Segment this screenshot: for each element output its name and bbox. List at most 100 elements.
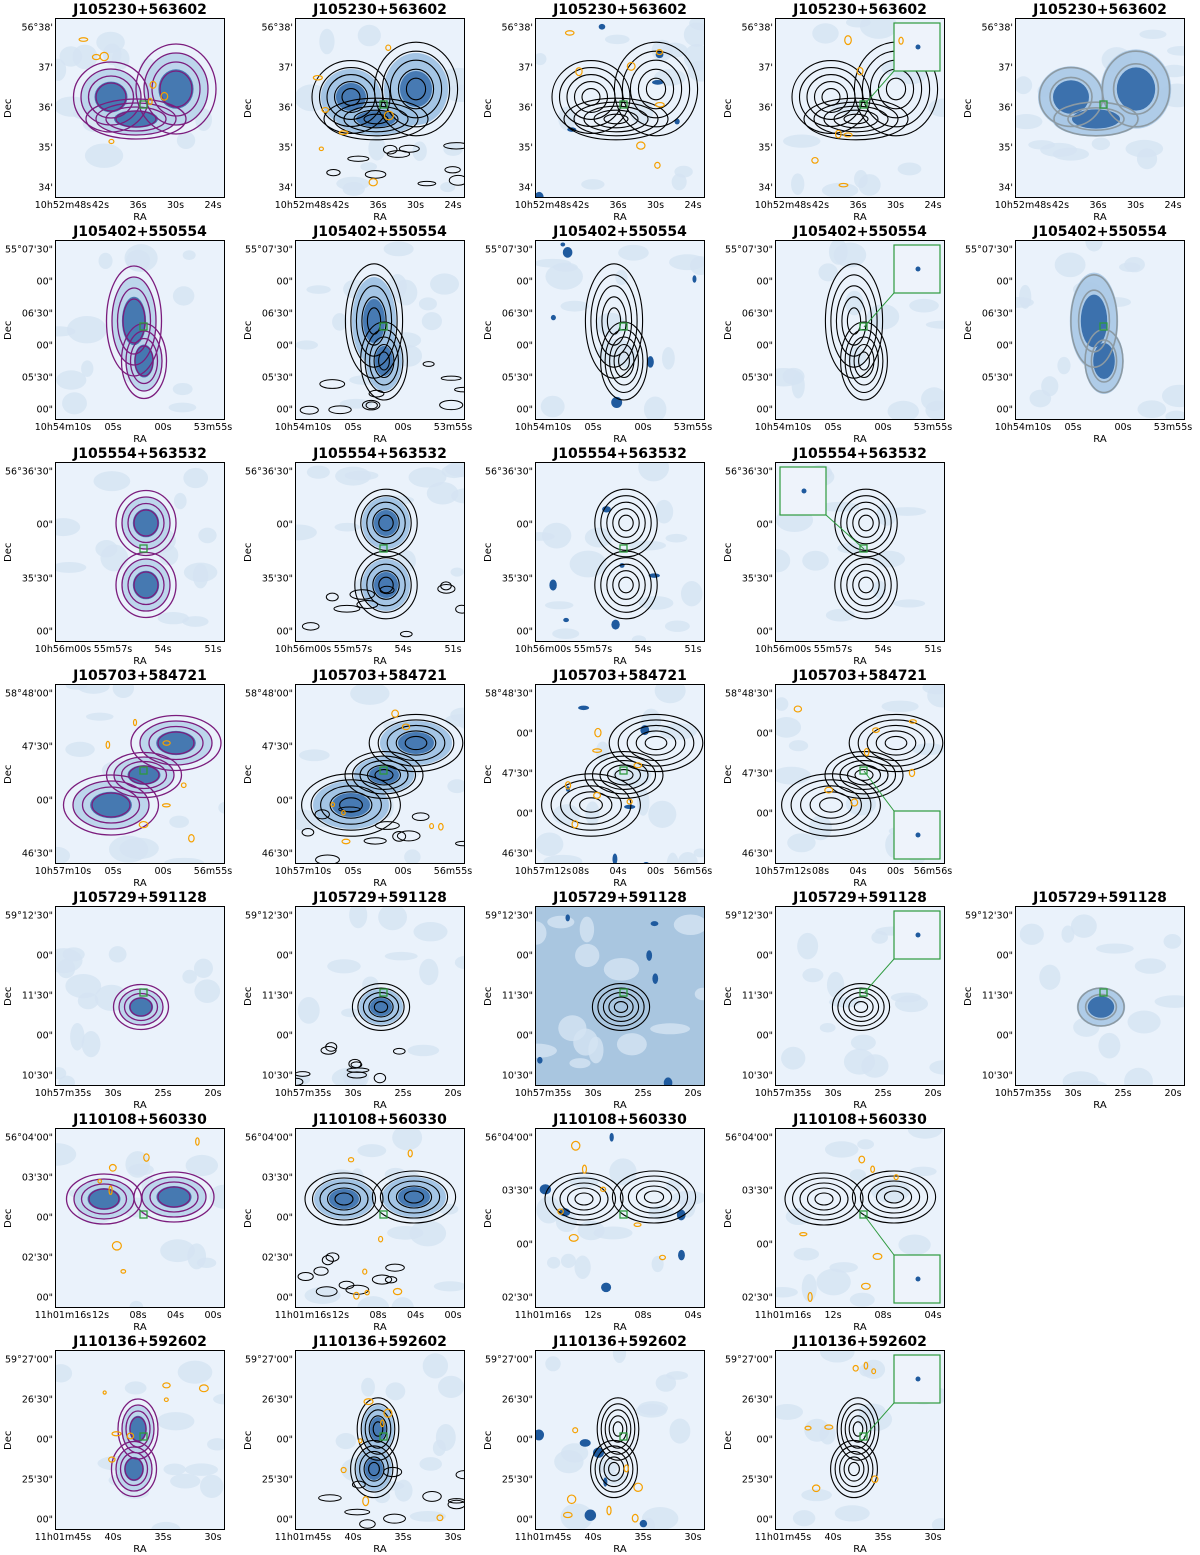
optical-source: [612, 853, 618, 863]
black-contour: [613, 1001, 629, 1013]
noise-patch: [65, 741, 95, 757]
orange-contour: [568, 1233, 579, 1242]
x-tick-label: 10h57m10s: [34, 866, 92, 877]
noise-patch: [820, 501, 860, 512]
cutout-panel: [775, 1128, 945, 1308]
noise-patch: [343, 1064, 369, 1085]
x-tick-label: 10h56m00s: [274, 644, 332, 655]
y-axis-label: Dec: [483, 1430, 494, 1450]
emission-peak: [369, 766, 399, 784]
cutout-panel: [295, 906, 465, 1086]
purple-contour: [87, 75, 135, 119]
noise-contour: [383, 1466, 403, 1478]
x-tick-label: 30s: [646, 200, 665, 211]
cutout-panel: [55, 18, 225, 198]
x-tick-label: 12s: [331, 1310, 350, 1321]
noise-patch: [56, 1067, 67, 1080]
noise-patch: [108, 835, 149, 863]
noise-contour: [455, 1470, 464, 1480]
noise-patch: [85, 712, 114, 721]
black-contour: [854, 769, 874, 781]
y-tick-label: 55°07'30": [245, 244, 293, 256]
orange-contour: [566, 1494, 577, 1505]
noise-patch: [129, 1300, 144, 1307]
orange-contour: [341, 810, 346, 816]
noise-patch: [671, 173, 687, 191]
noise-patch: [56, 518, 81, 537]
y-tick-label: 55°07'30": [5, 244, 53, 256]
x-tick-label: 10h56m00s: [754, 644, 812, 655]
x-tick-label: 35s: [874, 1532, 892, 1543]
orange-contour: [570, 1140, 581, 1151]
noise-patch: [1098, 1032, 1121, 1059]
noise-patch: [846, 347, 867, 368]
black-contour: [395, 730, 437, 756]
cutout-panel: [295, 18, 465, 198]
cutout-panel: [775, 462, 945, 642]
noise-patch: [81, 1030, 101, 1058]
orange-contour: [572, 1427, 579, 1434]
noise-patch: [870, 1178, 911, 1203]
black-contour: [373, 41, 459, 137]
y-tick-label: 00": [996, 1030, 1013, 1042]
noise-patch: [447, 779, 464, 794]
panel-title: J105230+563602: [73, 2, 207, 18]
noise-patch: [536, 258, 572, 268]
black-contour: [372, 508, 400, 538]
cutout-panel: [295, 684, 465, 864]
x-tick-label: 00s: [154, 422, 172, 433]
y-tick-label: 00": [996, 276, 1013, 288]
orange-contour: [401, 723, 411, 731]
noise-patch: [378, 907, 407, 931]
noise-patch: [1016, 296, 1034, 308]
x-axis-label: RA: [373, 878, 387, 889]
noise-patch: [177, 1360, 213, 1384]
purple-contour: [88, 1188, 120, 1210]
noise-contour: [364, 170, 387, 179]
noise-patch: [388, 274, 407, 299]
grey-contour: [1070, 273, 1118, 369]
orange-contour: [318, 146, 324, 152]
cutout-panel: [535, 462, 705, 642]
orange-contour: [898, 36, 904, 45]
noise-patch: [194, 979, 221, 1004]
cutout-panel: [295, 1350, 465, 1530]
noise-patch: [342, 181, 365, 196]
y-tick-label: 59°27'00": [485, 1354, 533, 1366]
black-contour: [366, 501, 406, 545]
x-tick-label: 55m57s: [93, 644, 133, 655]
noise-contour: [368, 389, 385, 398]
noise-patch: [419, 958, 439, 986]
x-tick-label: 30s: [344, 1088, 362, 1099]
x-tick-label: 30s: [406, 200, 425, 211]
black-contour: [319, 1182, 369, 1216]
noise-patch: [335, 1433, 357, 1450]
noise-patch: [185, 1154, 219, 1177]
purple-contour: [112, 983, 170, 1031]
x-tick-label: 08s: [369, 1310, 387, 1321]
y-axis-label: Dec: [723, 986, 734, 1006]
black-contour: [834, 1445, 874, 1493]
panel-title: J110108+560330: [553, 1112, 687, 1128]
black-contour: [350, 274, 398, 368]
noise-patch: [618, 244, 649, 261]
noise-patch: [776, 1287, 798, 1298]
orange-contour: [429, 822, 435, 830]
black-contour: [600, 1403, 636, 1455]
y-tick-label: 02'30": [261, 1252, 293, 1264]
optical-source: [602, 506, 611, 513]
orange-contour: [143, 1153, 150, 1162]
x-tick-label: 25s: [394, 1088, 412, 1099]
black-contour: [372, 1421, 384, 1437]
x-tick-label: 04s: [849, 866, 867, 877]
noise-patch: [536, 921, 547, 945]
noise-patch: [1137, 400, 1167, 419]
cutout-panel: [295, 1128, 465, 1308]
panel-image: [56, 1351, 224, 1529]
panel-title: J105703+584721: [313, 668, 447, 684]
orange-contour: [341, 838, 351, 845]
black-contour: [364, 1409, 392, 1449]
panel-image: [536, 463, 704, 641]
panel-image: [56, 685, 224, 863]
noise-patch: [536, 832, 564, 856]
